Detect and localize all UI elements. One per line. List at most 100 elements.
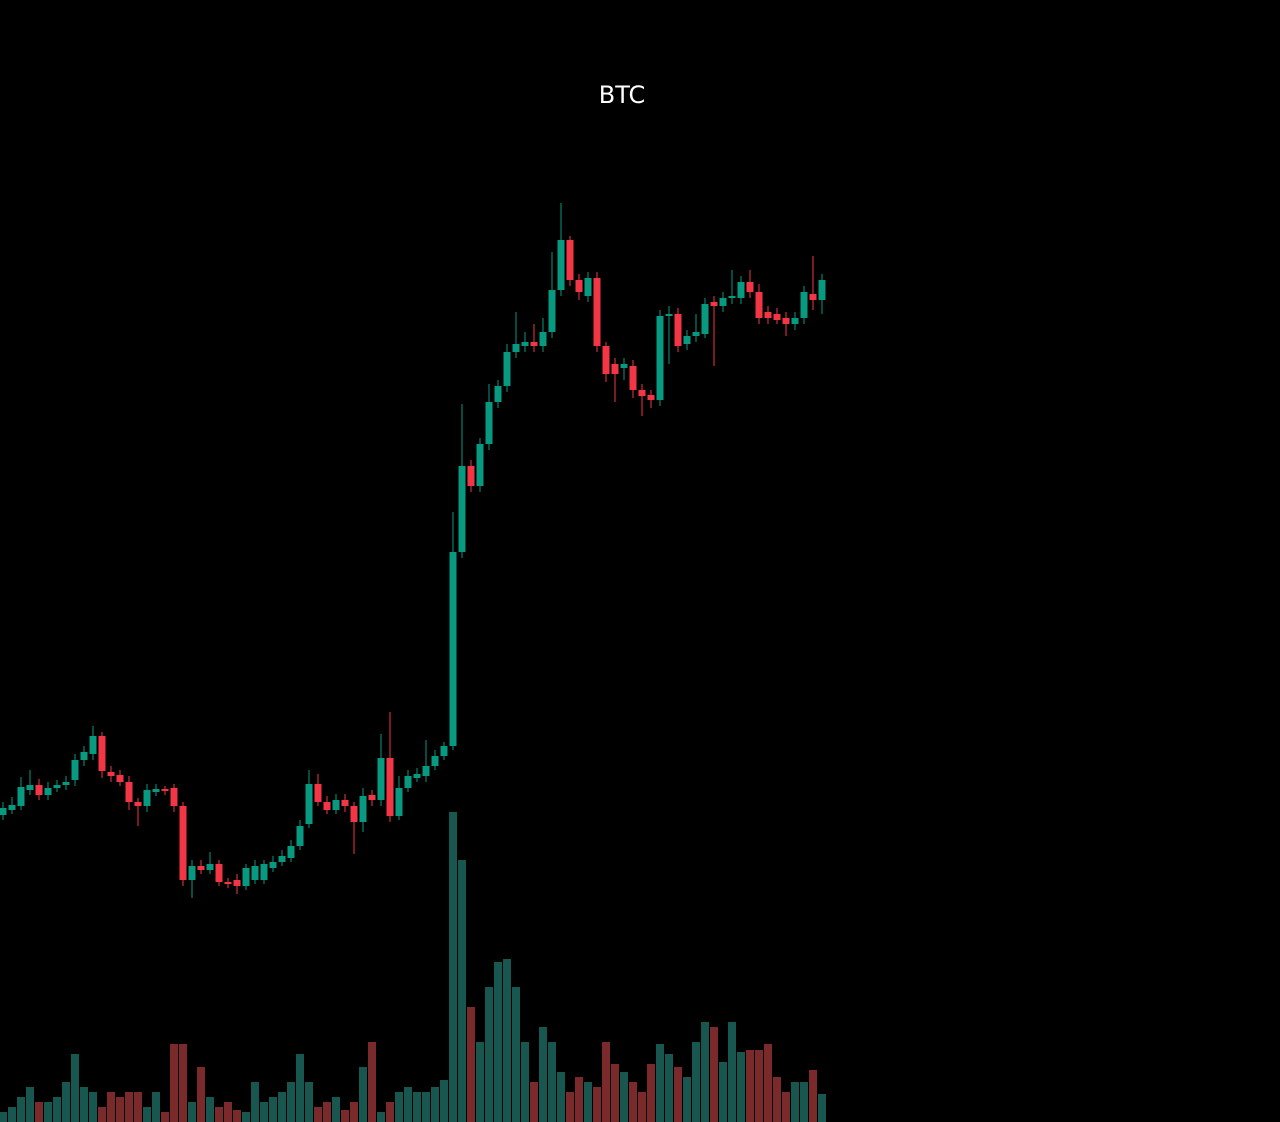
volume-bar <box>791 1082 799 1122</box>
candle-body <box>341 800 349 806</box>
volume-bar <box>197 1067 205 1122</box>
candle-body <box>269 862 277 868</box>
candle-body <box>728 296 736 298</box>
volume-bar <box>359 1067 367 1122</box>
candle-body <box>764 312 772 318</box>
volume-bar <box>530 1082 538 1122</box>
volume-bar <box>548 1042 556 1122</box>
candle-body <box>809 294 817 300</box>
candle-body <box>746 282 754 292</box>
candle-body <box>80 752 88 760</box>
chart-title: BTC <box>599 81 645 109</box>
candle-body <box>719 298 727 306</box>
volume-bar <box>800 1082 808 1122</box>
volume-bar <box>755 1050 763 1122</box>
candle-body <box>107 772 115 776</box>
candle-body <box>638 390 646 396</box>
volume-bar <box>449 812 457 1122</box>
volume-bar <box>557 1072 565 1122</box>
volume-bar <box>170 1044 178 1122</box>
volume-bar <box>764 1044 772 1122</box>
candle-body <box>8 805 16 810</box>
candle-body <box>548 290 556 332</box>
candle-body <box>692 332 700 336</box>
candle-body <box>593 278 601 346</box>
candle-body <box>386 758 394 816</box>
candle-body <box>683 336 691 344</box>
volume-bar <box>683 1077 691 1122</box>
price-layer <box>0 203 826 898</box>
candle-body <box>242 868 250 886</box>
volume-bar <box>125 1092 133 1122</box>
volume-bar <box>737 1052 745 1122</box>
candle-body <box>161 789 169 791</box>
candle-body <box>224 882 232 884</box>
candle-body <box>503 352 511 386</box>
volume-bar <box>143 1107 151 1122</box>
volume-bar <box>134 1092 142 1122</box>
candle-body <box>26 785 34 790</box>
candle-body <box>116 775 124 782</box>
volume-bar <box>728 1022 736 1122</box>
candle-body <box>278 856 286 862</box>
candle-body <box>206 864 214 870</box>
volume-bar <box>107 1092 115 1122</box>
candle-body <box>314 784 322 802</box>
candle-body <box>791 318 799 324</box>
candle-body <box>152 789 160 792</box>
volume-bar <box>602 1042 610 1122</box>
candle-body <box>449 552 457 746</box>
volume-bar <box>332 1097 340 1122</box>
volume-bar <box>215 1107 223 1122</box>
volume-bar <box>341 1110 349 1122</box>
volume-bar <box>746 1050 754 1122</box>
candle-body <box>413 774 421 778</box>
volume-bar <box>44 1102 52 1122</box>
candle-body <box>125 782 133 802</box>
volume-bar <box>368 1042 376 1122</box>
volume-bar <box>287 1082 295 1122</box>
volume-bar <box>593 1087 601 1122</box>
candle-body <box>251 866 259 880</box>
volume-bar <box>62 1082 70 1122</box>
volume-bar <box>0 1112 7 1122</box>
volume-bar <box>179 1044 187 1122</box>
volume-bar <box>116 1097 124 1122</box>
candle-body <box>800 292 808 318</box>
volume-bar <box>35 1102 43 1122</box>
candle-body <box>737 282 745 298</box>
volume-bar <box>566 1092 574 1122</box>
volume-bar <box>206 1097 214 1122</box>
volume-bar <box>710 1027 718 1122</box>
candle-body <box>215 864 223 882</box>
candle-body <box>620 364 628 368</box>
volume-bar <box>719 1062 727 1122</box>
volume-bar <box>161 1112 169 1122</box>
candle-body <box>521 342 529 346</box>
volume-bar <box>8 1107 16 1122</box>
candle-body <box>539 332 547 346</box>
volume-bar <box>296 1054 304 1122</box>
volume-bar <box>386 1102 394 1122</box>
candle-body <box>701 304 709 334</box>
volume-bar <box>323 1102 331 1122</box>
candle-body <box>755 292 763 318</box>
volume-bar <box>350 1102 358 1122</box>
volume-bar <box>476 1042 484 1122</box>
volume-bar <box>503 959 511 1122</box>
volume-bar <box>269 1097 277 1122</box>
volume-bar <box>305 1082 313 1122</box>
candle-body <box>395 788 403 816</box>
candle-body <box>530 342 538 346</box>
volume-bar <box>629 1082 637 1122</box>
candle-body <box>629 366 637 390</box>
candle-body <box>332 800 340 810</box>
candle-body <box>557 240 565 290</box>
candle-body <box>674 314 682 346</box>
candle-body <box>134 802 142 806</box>
candle-body <box>611 364 619 374</box>
volume-bar <box>773 1077 781 1122</box>
candle-body <box>404 776 412 788</box>
candle-body <box>431 756 439 766</box>
